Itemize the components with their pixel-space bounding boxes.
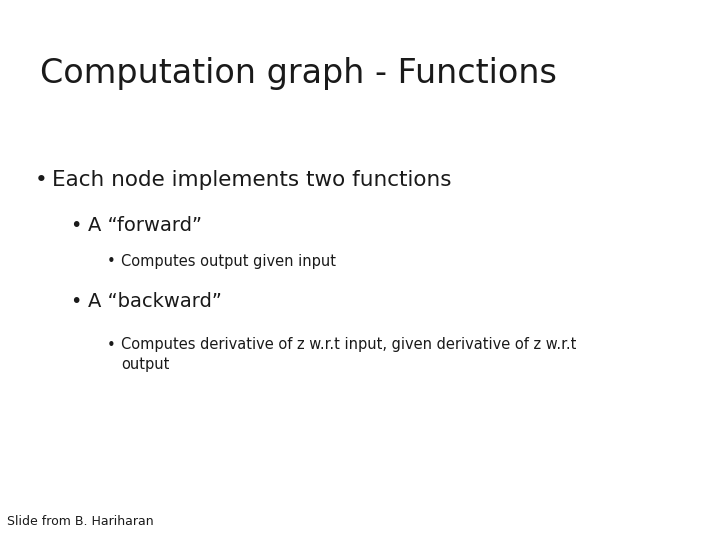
Text: •: •	[35, 170, 48, 190]
Text: •: •	[71, 292, 82, 310]
Text: A “forward”: A “forward”	[88, 216, 202, 235]
Text: Computation graph - Functions: Computation graph - Functions	[40, 57, 557, 90]
Text: Computes output given input: Computes output given input	[121, 254, 336, 269]
Text: Each node implements two functions: Each node implements two functions	[52, 170, 451, 190]
Text: Slide from B. Hariharan: Slide from B. Hariharan	[7, 515, 154, 528]
Text: A “backward”: A “backward”	[88, 292, 222, 310]
Text: •: •	[107, 338, 115, 353]
Text: •: •	[71, 216, 82, 235]
Text: Computes derivative of z w.r.t input, given derivative of z w.r.t
output: Computes derivative of z w.r.t input, gi…	[121, 338, 576, 372]
Text: •: •	[107, 254, 115, 269]
